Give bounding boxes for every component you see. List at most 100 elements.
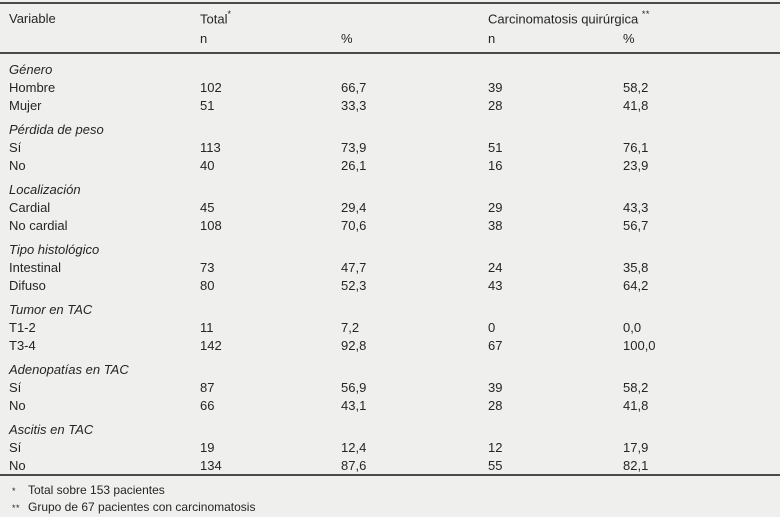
group-header-row: Género — [0, 60, 780, 78]
row-label: No — [9, 457, 26, 473]
cell-total-pct: 70,6 — [341, 217, 367, 233]
carcinomatosis-footnote-marker: ** — [641, 8, 650, 19]
subcol-header-carc-n: n — [488, 30, 496, 46]
group-label: Ascitis en TAC — [9, 421, 94, 437]
cell-carc-pct: 43,3 — [623, 199, 649, 215]
cell-total-pct: 66,7 — [341, 79, 367, 95]
row-label: No — [9, 397, 26, 413]
table-row: T3-4 142 92,8 67 100,0 — [0, 336, 780, 354]
cell-carc-n: 55 — [488, 457, 503, 473]
row-label: Intestinal — [9, 259, 62, 275]
row-label: Hombre — [9, 79, 56, 95]
cell-carc-pct: 35,8 — [623, 259, 649, 275]
group-ascitis-en-tac: Ascitis en TAC Sí 19 12,4 12 17,9 No 134… — [0, 414, 780, 474]
col-header-variable: Variable — [9, 10, 56, 26]
cell-total-n: 11 — [200, 319, 214, 335]
group-header-row: Adenopatías en TAC — [0, 360, 780, 378]
cell-total-n: 66 — [200, 397, 215, 413]
cell-total-pct: 87,6 — [341, 457, 367, 473]
group-tumor-en-tac: Tumor en TAC T1-2 11 7,2 0 0,0 T3-4 142 … — [0, 294, 780, 354]
cell-carc-n: 24 — [488, 259, 503, 275]
table-body: Género Hombre 102 66,7 39 58,2 Mujer 51 … — [0, 54, 780, 474]
group-label: Adenopatías en TAC — [9, 361, 129, 377]
cell-carc-n: 38 — [488, 217, 503, 233]
table-row: Intestinal 73 47,7 24 35,8 — [0, 258, 780, 276]
subcol-header-total-pct: % — [341, 30, 353, 46]
cell-carc-pct: 82,1 — [623, 457, 649, 473]
group-localizacion: Localización Cardial 45 29,4 29 43,3 No … — [0, 174, 780, 234]
footnote-text: Grupo de 67 pacientes con carcinomatosis — [28, 500, 256, 514]
cell-carc-n: 67 — [488, 337, 503, 353]
subcol-header-total-n: n — [200, 30, 208, 46]
row-label: Sí — [9, 379, 22, 395]
row-label: T1-2 — [9, 319, 36, 335]
cell-total-n: 142 — [200, 337, 222, 353]
cell-total-pct: 43,1 — [341, 397, 367, 413]
footnote: ** Grupo de 67 pacientes con carcinomato… — [12, 499, 780, 516]
col-header-carcinomatosis: Carcinomatosis quirúrgica ** — [488, 8, 650, 27]
cell-total-n: 102 — [200, 79, 222, 95]
table-row: Sí 87 56,9 39 58,2 — [0, 378, 780, 396]
table-row: Mujer 51 33,3 28 41,8 — [0, 96, 780, 114]
group-header-row: Pérdida de peso — [0, 120, 780, 138]
cell-carc-n: 29 — [488, 199, 503, 215]
cell-carc-pct: 58,2 — [623, 379, 649, 395]
table-row: No 66 43,1 28 41,8 — [0, 396, 780, 414]
row-label: No cardial — [9, 217, 68, 233]
row-label: Sí — [9, 139, 22, 155]
cell-carc-n: 39 — [488, 79, 503, 95]
cell-carc-pct: 41,8 — [623, 97, 649, 113]
cell-total-pct: 47,7 — [341, 259, 367, 275]
table-row: No 134 87,6 55 82,1 — [0, 456, 780, 474]
footnote-text: Total sobre 153 pacientes — [28, 483, 165, 497]
cell-carc-n: 0 — [488, 319, 496, 335]
row-label: No — [9, 157, 26, 173]
group-header-row: Ascitis en TAC — [0, 420, 780, 438]
cell-total-pct: 52,3 — [341, 277, 367, 293]
cell-total-pct: 92,8 — [341, 337, 367, 353]
cell-carc-pct: 100,0 — [623, 337, 656, 353]
subcol-header-carc-pct: % — [623, 30, 635, 46]
table-row: Sí 19 12,4 12 17,9 — [0, 438, 780, 456]
footnote-marker: * — [12, 486, 17, 496]
cell-carc-n: 39 — [488, 379, 503, 395]
cell-total-n: 40 — [200, 157, 215, 173]
cell-total-n: 108 — [200, 217, 222, 233]
cell-total-n: 113 — [200, 139, 221, 155]
group-label: Pérdida de peso — [9, 121, 104, 137]
group-header-row: Localización — [0, 180, 780, 198]
group-tipo-histologico: Tipo histológico Intestinal 73 47,7 24 3… — [0, 234, 780, 294]
cell-total-pct: 26,1 — [341, 157, 367, 173]
row-label: Sí — [9, 439, 22, 455]
cell-total-n: 134 — [200, 457, 222, 473]
group-label: Tipo histológico — [9, 241, 100, 257]
row-label: Difuso — [9, 277, 46, 293]
table-row: No 40 26,1 16 23,9 — [0, 156, 780, 174]
footnote-marker: ** — [12, 503, 21, 513]
cell-total-pct: 29,4 — [341, 199, 367, 215]
table-row: No cardial 108 70,6 38 56,7 — [0, 216, 780, 234]
cell-total-n: 80 — [200, 277, 215, 293]
cell-carc-pct: 0,0 — [623, 319, 642, 335]
group-label: Localización — [9, 181, 81, 197]
cell-total-n: 19 — [200, 439, 215, 455]
row-label: Cardial — [9, 199, 51, 215]
group-genero: Género Hombre 102 66,7 39 58,2 Mujer 51 … — [0, 54, 780, 114]
group-header-row: Tipo histológico — [0, 240, 780, 258]
footnote: * Total sobre 153 pacientes — [12, 482, 780, 499]
cell-carc-n: 16 — [488, 157, 503, 173]
table-row: Difuso 80 52,3 43 64,2 — [0, 276, 780, 294]
cell-carc-n: 28 — [488, 397, 503, 413]
group-label: Género — [9, 61, 53, 77]
header-row-main: Variable Total* Carcinomatosis quirúrgic… — [0, 8, 780, 28]
group-adenopatias-en-tac: Adenopatías en TAC Sí 87 56,9 39 58,2 No… — [0, 354, 780, 414]
cell-total-pct: 56,9 — [341, 379, 367, 395]
table-row: Cardial 45 29,4 29 43,3 — [0, 198, 780, 216]
cell-total-n: 73 — [200, 259, 215, 275]
group-perdida-de-peso: Pérdida de peso Sí 113 73,9 51 76,1 No 4… — [0, 114, 780, 174]
cell-carc-pct: 56,7 — [623, 217, 649, 233]
cell-total-pct: 7,2 — [341, 319, 360, 335]
cell-total-n: 87 — [200, 379, 215, 395]
table-footnotes: * Total sobre 153 pacientes ** Grupo de … — [0, 474, 780, 516]
